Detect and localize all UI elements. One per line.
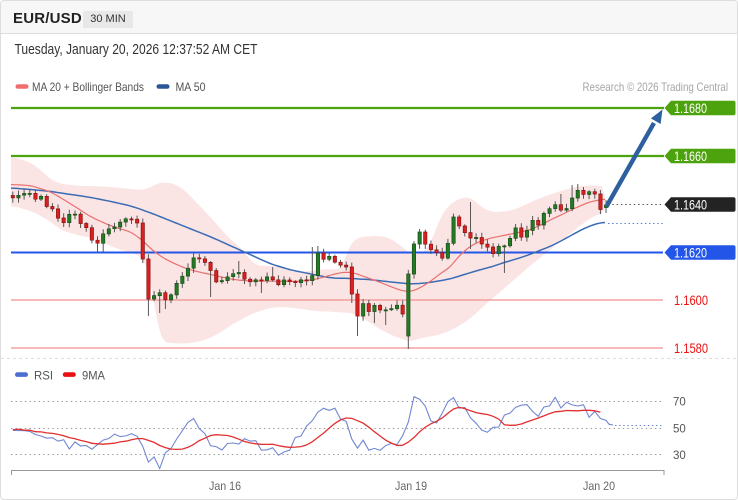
svg-text:1.1660: 1.1660 bbox=[674, 148, 707, 164]
svg-text:1.1620: 1.1620 bbox=[674, 244, 707, 260]
svg-text:Jan 16: Jan 16 bbox=[209, 479, 241, 493]
svg-text:1.1580: 1.1580 bbox=[674, 340, 708, 356]
svg-text:50: 50 bbox=[673, 423, 686, 435]
svg-text:RSI: RSI bbox=[34, 368, 53, 382]
svg-text:Research © 2026 Trading Centra: Research © 2026 Trading Central bbox=[583, 80, 729, 94]
svg-text:1.1600: 1.1600 bbox=[674, 292, 708, 308]
svg-text:Tuesday, January 20, 2026 12:3: Tuesday, January 20, 2026 12:37:52 AM CE… bbox=[15, 42, 258, 58]
svg-text:MA 20 + Bollinger Bands: MA 20 + Bollinger Bands bbox=[32, 80, 144, 94]
svg-text:9MA: 9MA bbox=[82, 368, 105, 382]
svg-text:30: 30 bbox=[673, 450, 686, 462]
svg-text:MA 50: MA 50 bbox=[176, 80, 206, 94]
svg-text:70: 70 bbox=[673, 396, 686, 408]
svg-text:1.1680: 1.1680 bbox=[674, 100, 707, 116]
svg-text:Jan 20: Jan 20 bbox=[583, 479, 615, 493]
svg-text:Jan 19: Jan 19 bbox=[395, 479, 427, 493]
svg-text:1.1640: 1.1640 bbox=[674, 196, 707, 212]
